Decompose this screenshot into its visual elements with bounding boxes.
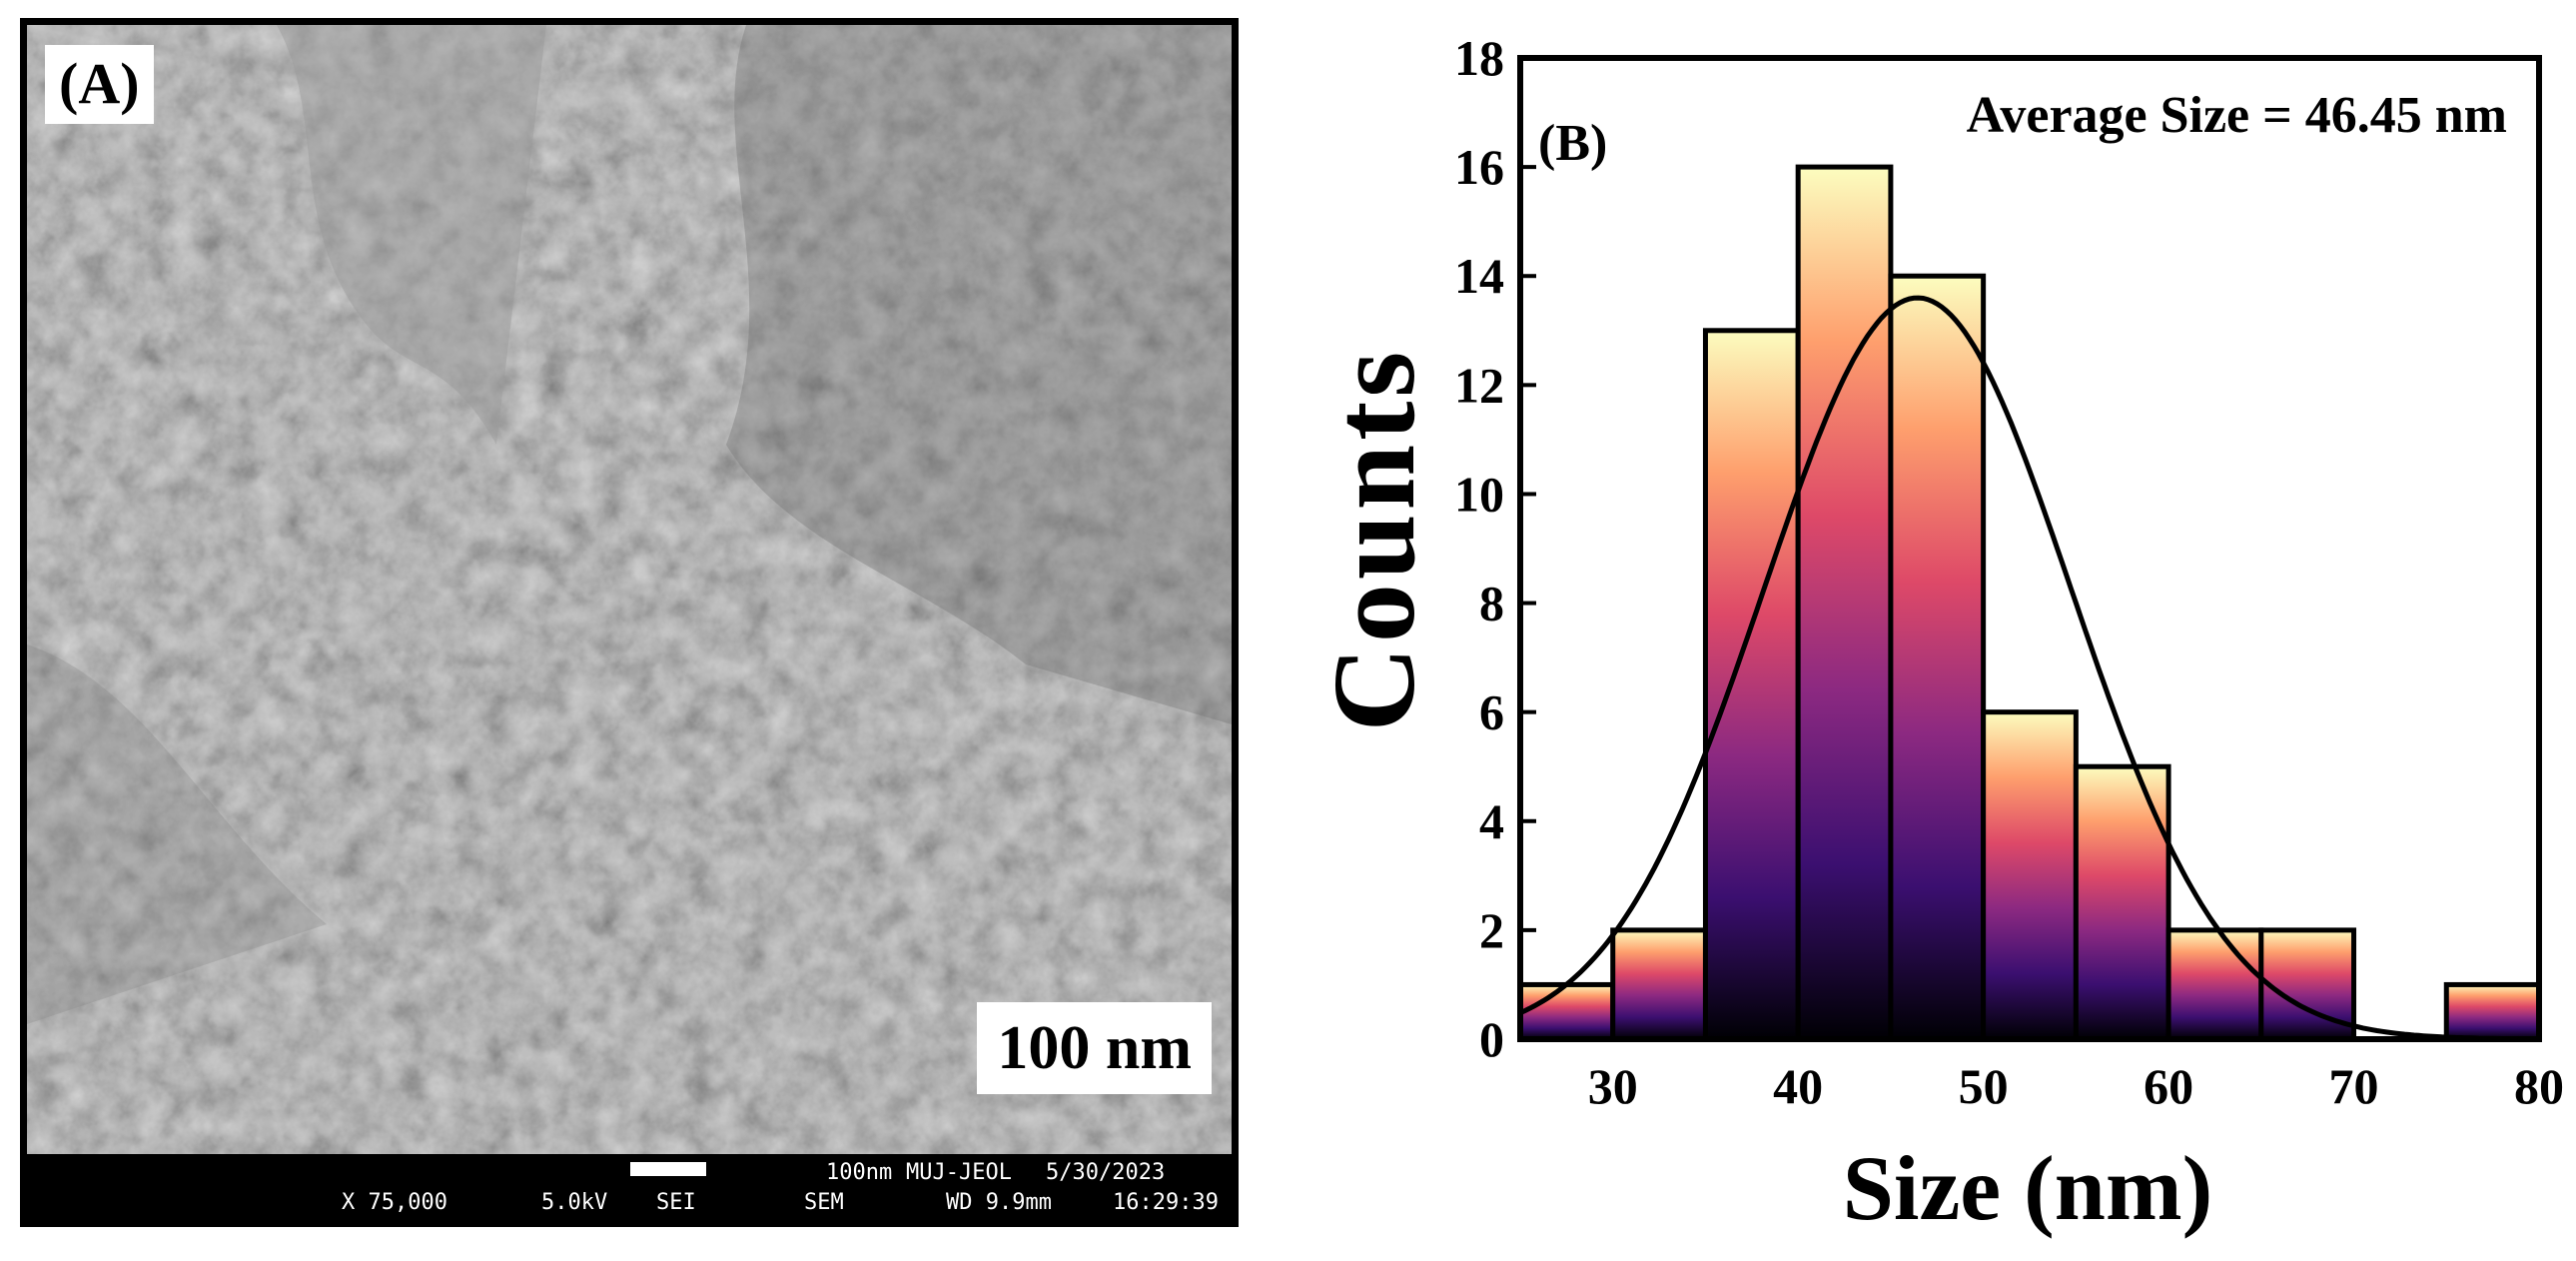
info-mode: SEM bbox=[804, 1190, 844, 1215]
y-tick-label: 10 bbox=[1454, 466, 1504, 522]
histogram-bar bbox=[1517, 981, 1616, 1042]
x-tick-label: 30 bbox=[1588, 1058, 1638, 1114]
x-tick-label: 60 bbox=[2144, 1058, 2193, 1114]
panel-a-label: (A) bbox=[45, 45, 154, 124]
y-axis-label: Counts bbox=[1308, 348, 1439, 732]
histogram-bar bbox=[1981, 709, 2079, 1042]
average-size-annotation: Average Size = 46.45 nm bbox=[1967, 87, 2507, 144]
histogram-bar bbox=[1610, 927, 1708, 1042]
sem-micrograph-panel: (A) 100 nm 100nm MUJ-JEOL 5/30/2023 X 75… bbox=[20, 18, 1239, 1227]
info-magnification: X 75,000 bbox=[342, 1190, 447, 1215]
x-tick-label: 40 bbox=[1773, 1058, 1823, 1114]
x-tick-label: 50 bbox=[1959, 1058, 2009, 1114]
size-histogram-chart: 30 40 50 60 70 80 0 2 4 6 8 10 12 14 16 18 (B) Average … bbox=[1308, 30, 2564, 1239]
scale-label: 100 nm bbox=[977, 1002, 1212, 1095]
gaussian-fit-curve bbox=[1518, 295, 2539, 1042]
histogram-bar bbox=[1888, 273, 1987, 1042]
info-instrument: MUJ-JEOL bbox=[906, 1160, 1012, 1185]
x-tick-label: 80 bbox=[2514, 1058, 2564, 1114]
info-scale: 100nm bbox=[826, 1160, 893, 1185]
histogram-bar bbox=[2443, 981, 2542, 1042]
x-axis-label: Size (nm) bbox=[1843, 1137, 2212, 1239]
plot-frame bbox=[1517, 55, 2542, 1042]
histogram-bar bbox=[2165, 927, 2264, 1042]
scale-bar bbox=[630, 1162, 706, 1176]
y-tick-label: 0 bbox=[1479, 1011, 1504, 1067]
panel-b-label: (B) bbox=[1538, 115, 1607, 172]
size-histogram-panel: 30 40 50 60 70 80 0 2 4 6 8 10 12 14 16 18 (B) Average … bbox=[1298, 0, 2576, 1261]
info-detector: SEI bbox=[656, 1190, 696, 1215]
histogram-bar bbox=[1702, 328, 1801, 1042]
histogram-bars bbox=[1517, 164, 2542, 1042]
y-tick-label: 12 bbox=[1454, 357, 1504, 413]
y-tick-label: 14 bbox=[1454, 248, 1504, 304]
sem-micrograph-image bbox=[27, 25, 1232, 1154]
y-tick-label: 6 bbox=[1479, 684, 1504, 740]
info-voltage: 5.0kV bbox=[541, 1190, 608, 1215]
y-tick-label: 18 bbox=[1454, 30, 1504, 86]
y-tick-label: 8 bbox=[1479, 576, 1504, 631]
histogram-bar bbox=[1795, 164, 1894, 1042]
info-working-distance: WD 9.9mm bbox=[946, 1190, 1052, 1215]
sem-info-bar: 100nm MUJ-JEOL 5/30/2023 X 75,000 5.0kV … bbox=[27, 1154, 1232, 1220]
y-tick-label: 4 bbox=[1479, 793, 1504, 849]
x-tick-label: 70 bbox=[2329, 1058, 2379, 1114]
y-tick-label: 2 bbox=[1479, 902, 1504, 958]
y-tick-label: 16 bbox=[1454, 139, 1504, 195]
axis-ticks: 30 40 50 60 70 80 0 2 4 6 8 10 12 14 16 18 bbox=[1454, 30, 2564, 1114]
info-time: 16:29:39 bbox=[1113, 1190, 1219, 1215]
info-date: 5/30/2023 bbox=[1046, 1160, 1166, 1185]
